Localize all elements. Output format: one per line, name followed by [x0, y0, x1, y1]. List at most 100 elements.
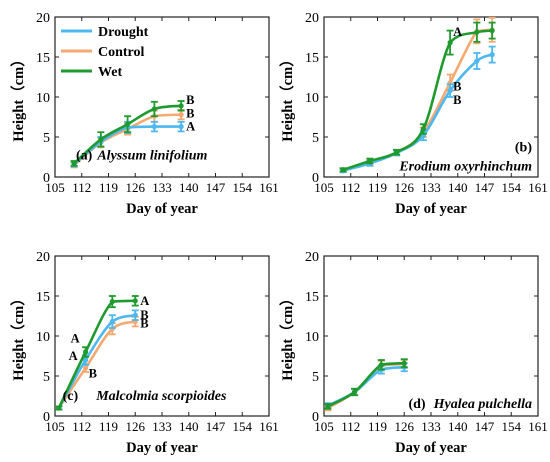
- y-tick-label: 0: [312, 171, 319, 186]
- x-tick-label: 161: [528, 419, 548, 434]
- data-point: [132, 312, 138, 318]
- x-tick-label: 119: [368, 180, 387, 195]
- x-tick-label: 147: [475, 180, 495, 195]
- x-tick-label: 133: [152, 419, 172, 434]
- series-line: [342, 29, 493, 172]
- sig-letter: B: [453, 93, 461, 107]
- y-tick-label: 15: [305, 290, 319, 305]
- sig-letter: B: [140, 317, 148, 331]
- y-tick-label: 5: [43, 370, 50, 385]
- y-tick-label: 0: [43, 171, 50, 186]
- data-point: [132, 298, 138, 304]
- x-tick-label: 126: [126, 180, 146, 195]
- sig-letter: B: [186, 107, 194, 121]
- series-line: [57, 299, 136, 409]
- x-tick-label: 112: [72, 419, 91, 434]
- species-name: Malcolmia scorpioides: [95, 389, 227, 404]
- legend-label: Wet: [98, 65, 122, 80]
- data-point: [351, 389, 358, 395]
- panel-label: (d): [408, 397, 425, 412]
- data-point: [340, 167, 346, 173]
- x-tick-label: 154: [233, 419, 253, 434]
- x-tick-label: 140: [448, 419, 468, 434]
- data-point: [367, 158, 373, 164]
- y-axis-title: Height（cm）: [278, 52, 296, 141]
- y-tick-label: 0: [43, 410, 50, 425]
- data-point: [125, 121, 131, 127]
- data-point: [178, 103, 184, 109]
- sig-letter: A: [453, 25, 462, 39]
- series-line: [342, 28, 493, 172]
- y-tick-label: 5: [312, 370, 319, 385]
- panel-label: (a): [76, 148, 93, 163]
- x-tick-label: 112: [341, 419, 360, 434]
- y-tick-label: 0: [312, 410, 319, 425]
- x-tick-label: 112: [72, 180, 91, 195]
- data-point: [82, 357, 89, 363]
- data-point: [447, 40, 453, 46]
- data-point: [474, 58, 480, 64]
- panel-label: (b): [515, 140, 532, 155]
- species-name: Alyssum linifolium: [96, 148, 207, 163]
- panel-c: 105 112 119 126 133 140 147 154 161 0 5 10 15 20 Day o…: [9, 250, 279, 456]
- x-tick-label: 154: [502, 419, 522, 434]
- legend-label: Control: [98, 45, 145, 60]
- data-point: [151, 124, 157, 130]
- x-tick-label: 119: [368, 419, 387, 434]
- y-tick-label: 15: [305, 51, 319, 66]
- data-point: [325, 403, 331, 409]
- panel-d: 105 112 119 126 133 140 147 154 161 0 5 10 15 20 Day o…: [278, 250, 548, 456]
- data-point: [98, 136, 104, 142]
- y-tick-label: 5: [312, 131, 319, 146]
- x-tick-label: 105: [314, 180, 334, 195]
- x-tick-label: 161: [259, 180, 279, 195]
- x-tick-label: 126: [395, 180, 415, 195]
- species-name: Erodium oxyrhinchum: [398, 160, 532, 175]
- panel-b: 105 112 119 126 133 140 147 154 161 0 5 10 15 20 Day o…: [278, 11, 548, 217]
- panel-a: 105 112 119 126 133 140 147 154 161 0 5 10 15 20 Day o…: [9, 11, 279, 217]
- y-axis-title: Height（cm）: [9, 291, 27, 380]
- x-axis-title: Day of year: [126, 440, 198, 456]
- x-tick-label: 140: [179, 419, 199, 434]
- x-tick-label: 126: [126, 419, 146, 434]
- x-axis-title: Day of year: [395, 201, 467, 217]
- y-tick-label: 10: [305, 330, 319, 345]
- data-point: [447, 88, 453, 94]
- y-tick-label: 10: [305, 91, 319, 106]
- panel-caption: (a) Alyssum linifolium: [76, 148, 208, 163]
- x-tick-label: 133: [421, 419, 441, 434]
- data-point: [109, 319, 115, 325]
- x-tick-label: 147: [475, 419, 495, 434]
- data-point: [489, 28, 495, 34]
- panel-caption: (c) Malcolmia scorpioides: [63, 389, 227, 404]
- sig-letter: B: [186, 93, 194, 107]
- series-control: [339, 16, 496, 174]
- data-point: [178, 112, 184, 118]
- y-axis-title: Height（cm）: [278, 291, 296, 380]
- legend: Drought Control Wet: [61, 25, 149, 80]
- series-wet: [70, 100, 185, 167]
- x-tick-label: 161: [259, 419, 279, 434]
- x-tick-label: 105: [45, 180, 65, 195]
- series-wet: [324, 358, 408, 410]
- data-point: [71, 160, 77, 166]
- data-point: [178, 124, 184, 130]
- legend-label: Drought: [98, 25, 149, 40]
- sig-letter: A: [186, 120, 195, 134]
- x-tick-label: 140: [448, 180, 468, 195]
- series-line: [57, 313, 136, 409]
- data-point: [109, 299, 115, 305]
- x-axis-title: Day of year: [126, 201, 198, 217]
- data-point: [489, 52, 495, 58]
- x-tick-label: 147: [206, 180, 226, 195]
- series-line: [327, 361, 405, 408]
- x-tick-label: 154: [233, 180, 253, 195]
- series-wet: [55, 295, 139, 411]
- x-tick-label: 105: [45, 419, 65, 434]
- sig-letter-early: A: [69, 349, 78, 363]
- sig-letter: A: [140, 294, 149, 308]
- x-tick-label: 140: [179, 180, 199, 195]
- series-wet: [339, 21, 496, 173]
